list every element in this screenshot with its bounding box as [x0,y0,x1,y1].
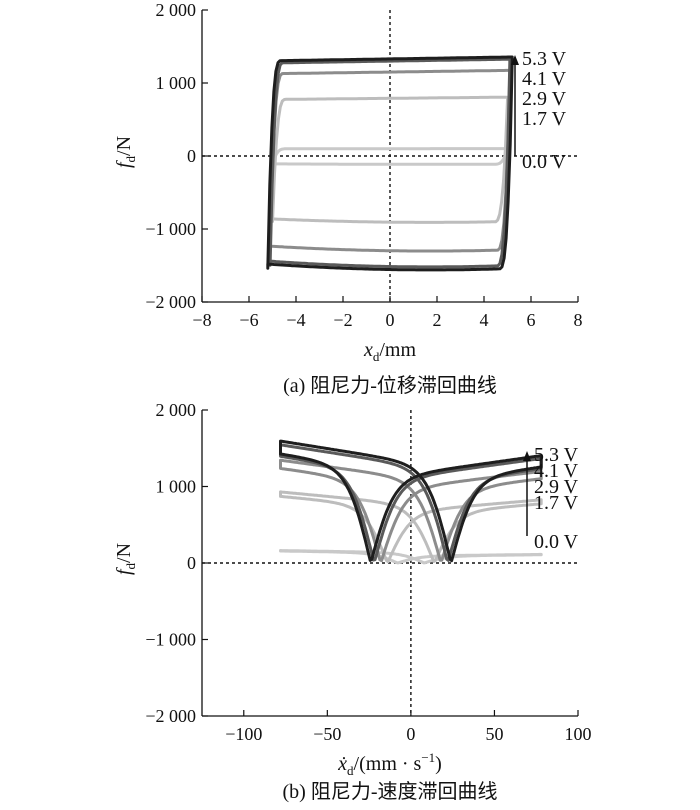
series-label: 5.3 V [534,444,579,466]
x-tick-label: 4 [480,310,489,330]
voltage-arrowhead [523,451,531,461]
x-tick-label: 8 [574,310,583,330]
y-tick-label: 0 [187,553,196,573]
series-label: 0.0 V [534,531,579,553]
chart-a: −2 000 −1 000 0 1 000 2 000 −8 −6 −4 −2 0 2 4 6 8 5.3 … [113,0,583,397]
series-label: 0.0 V [522,151,567,173]
y-axis-label: fd/N [113,543,138,575]
y-tick-label: −1 000 [145,630,196,650]
series-label: 5.3 V [522,48,567,70]
y-tick-label: −1 000 [145,219,196,239]
x-tick-label: −100 [225,724,262,744]
x-tick-label: 0 [386,310,395,330]
x-tick-label: −50 [313,724,341,744]
x-axis-label: ẋd/(mm · s−1) [337,750,442,778]
x-tick-label: 50 [485,724,503,744]
chart-b: −2 000 −1 000 0 1 000 2 000 −100 −50 0 50 100 5.3 … [113,400,592,803]
y-tick-label: 1 000 [156,73,197,93]
y-tick-label: 1 000 [156,477,197,497]
y-axis-label: fd/N [113,136,138,168]
series-curve [279,458,543,563]
series-label: 2.9 V [534,476,579,498]
x-tick-label: −8 [192,310,211,330]
x-tick-label: −4 [286,310,305,330]
y-tick-label: 2 000 [156,0,197,20]
x-tick-label: −6 [239,310,258,330]
x-tick-label: −2 [333,310,352,330]
series-curve [268,57,512,269]
series-label: 1.7 V [534,492,579,514]
chart-caption: (b) 阻尼力-速度滞回曲线 [283,780,498,803]
series-curve [279,439,543,563]
y-tick-label: −2 000 [145,706,196,726]
series-curve [266,55,514,272]
x-tick-label: 2 [433,310,442,330]
series-label: 4.1 V [534,460,579,482]
x-tick-label: 0 [406,724,415,744]
chart-caption: (a) 阻尼力-位移滞回曲线 [283,374,497,397]
voltage-arrowhead [511,55,519,65]
series-label: 4.1 V [522,68,567,90]
series-label: 2.9 V [522,88,567,110]
y-tick-label: 0 [187,146,196,166]
series-label: 1.7 V [522,108,567,130]
y-tick-label: −2 000 [145,292,196,312]
x-axis-label: xd/mm [363,339,417,364]
x-tick-label: 100 [565,724,592,744]
x-tick-label: 6 [527,310,536,330]
y-tick-label: 2 000 [156,400,197,420]
